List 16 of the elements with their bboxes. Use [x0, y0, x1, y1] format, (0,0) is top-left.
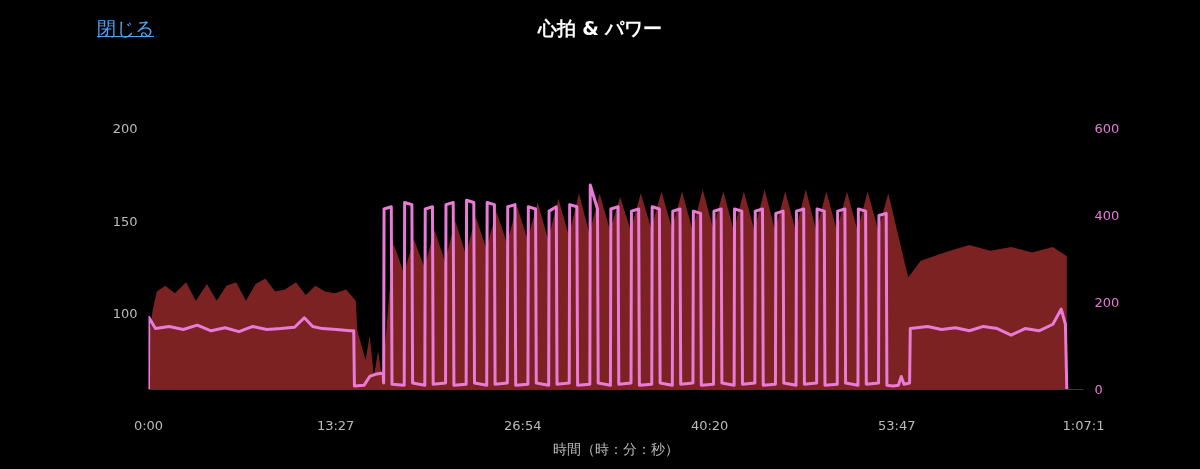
y-tick-label: 150 [112, 213, 138, 229]
x-tick-label: 40:20 [690, 417, 729, 433]
x-tick-label: 13:27 [316, 417, 355, 433]
y2-tick-label: 400 [1094, 208, 1120, 223]
x-tick-label: 0:00 [133, 417, 164, 433]
y2-tick-label: 0 [1094, 382, 1103, 397]
y-tick-label: 100 [112, 306, 138, 322]
x-tick-label: 53:47 [878, 417, 916, 433]
y2-tick-label: 200 [1094, 295, 1120, 310]
x-tick-label: 26:54 [504, 417, 542, 433]
text: 閉じる [97, 16, 154, 41]
x-axis-title: 時間（時：分：秒） [553, 440, 679, 457]
y-tick-label: 200 [112, 121, 138, 136]
x-tick-label: 1:07:1 [1062, 417, 1105, 433]
chart-title: 心拍 & パワー [537, 17, 663, 39]
y2-tick-label: 600 [1094, 121, 1120, 136]
